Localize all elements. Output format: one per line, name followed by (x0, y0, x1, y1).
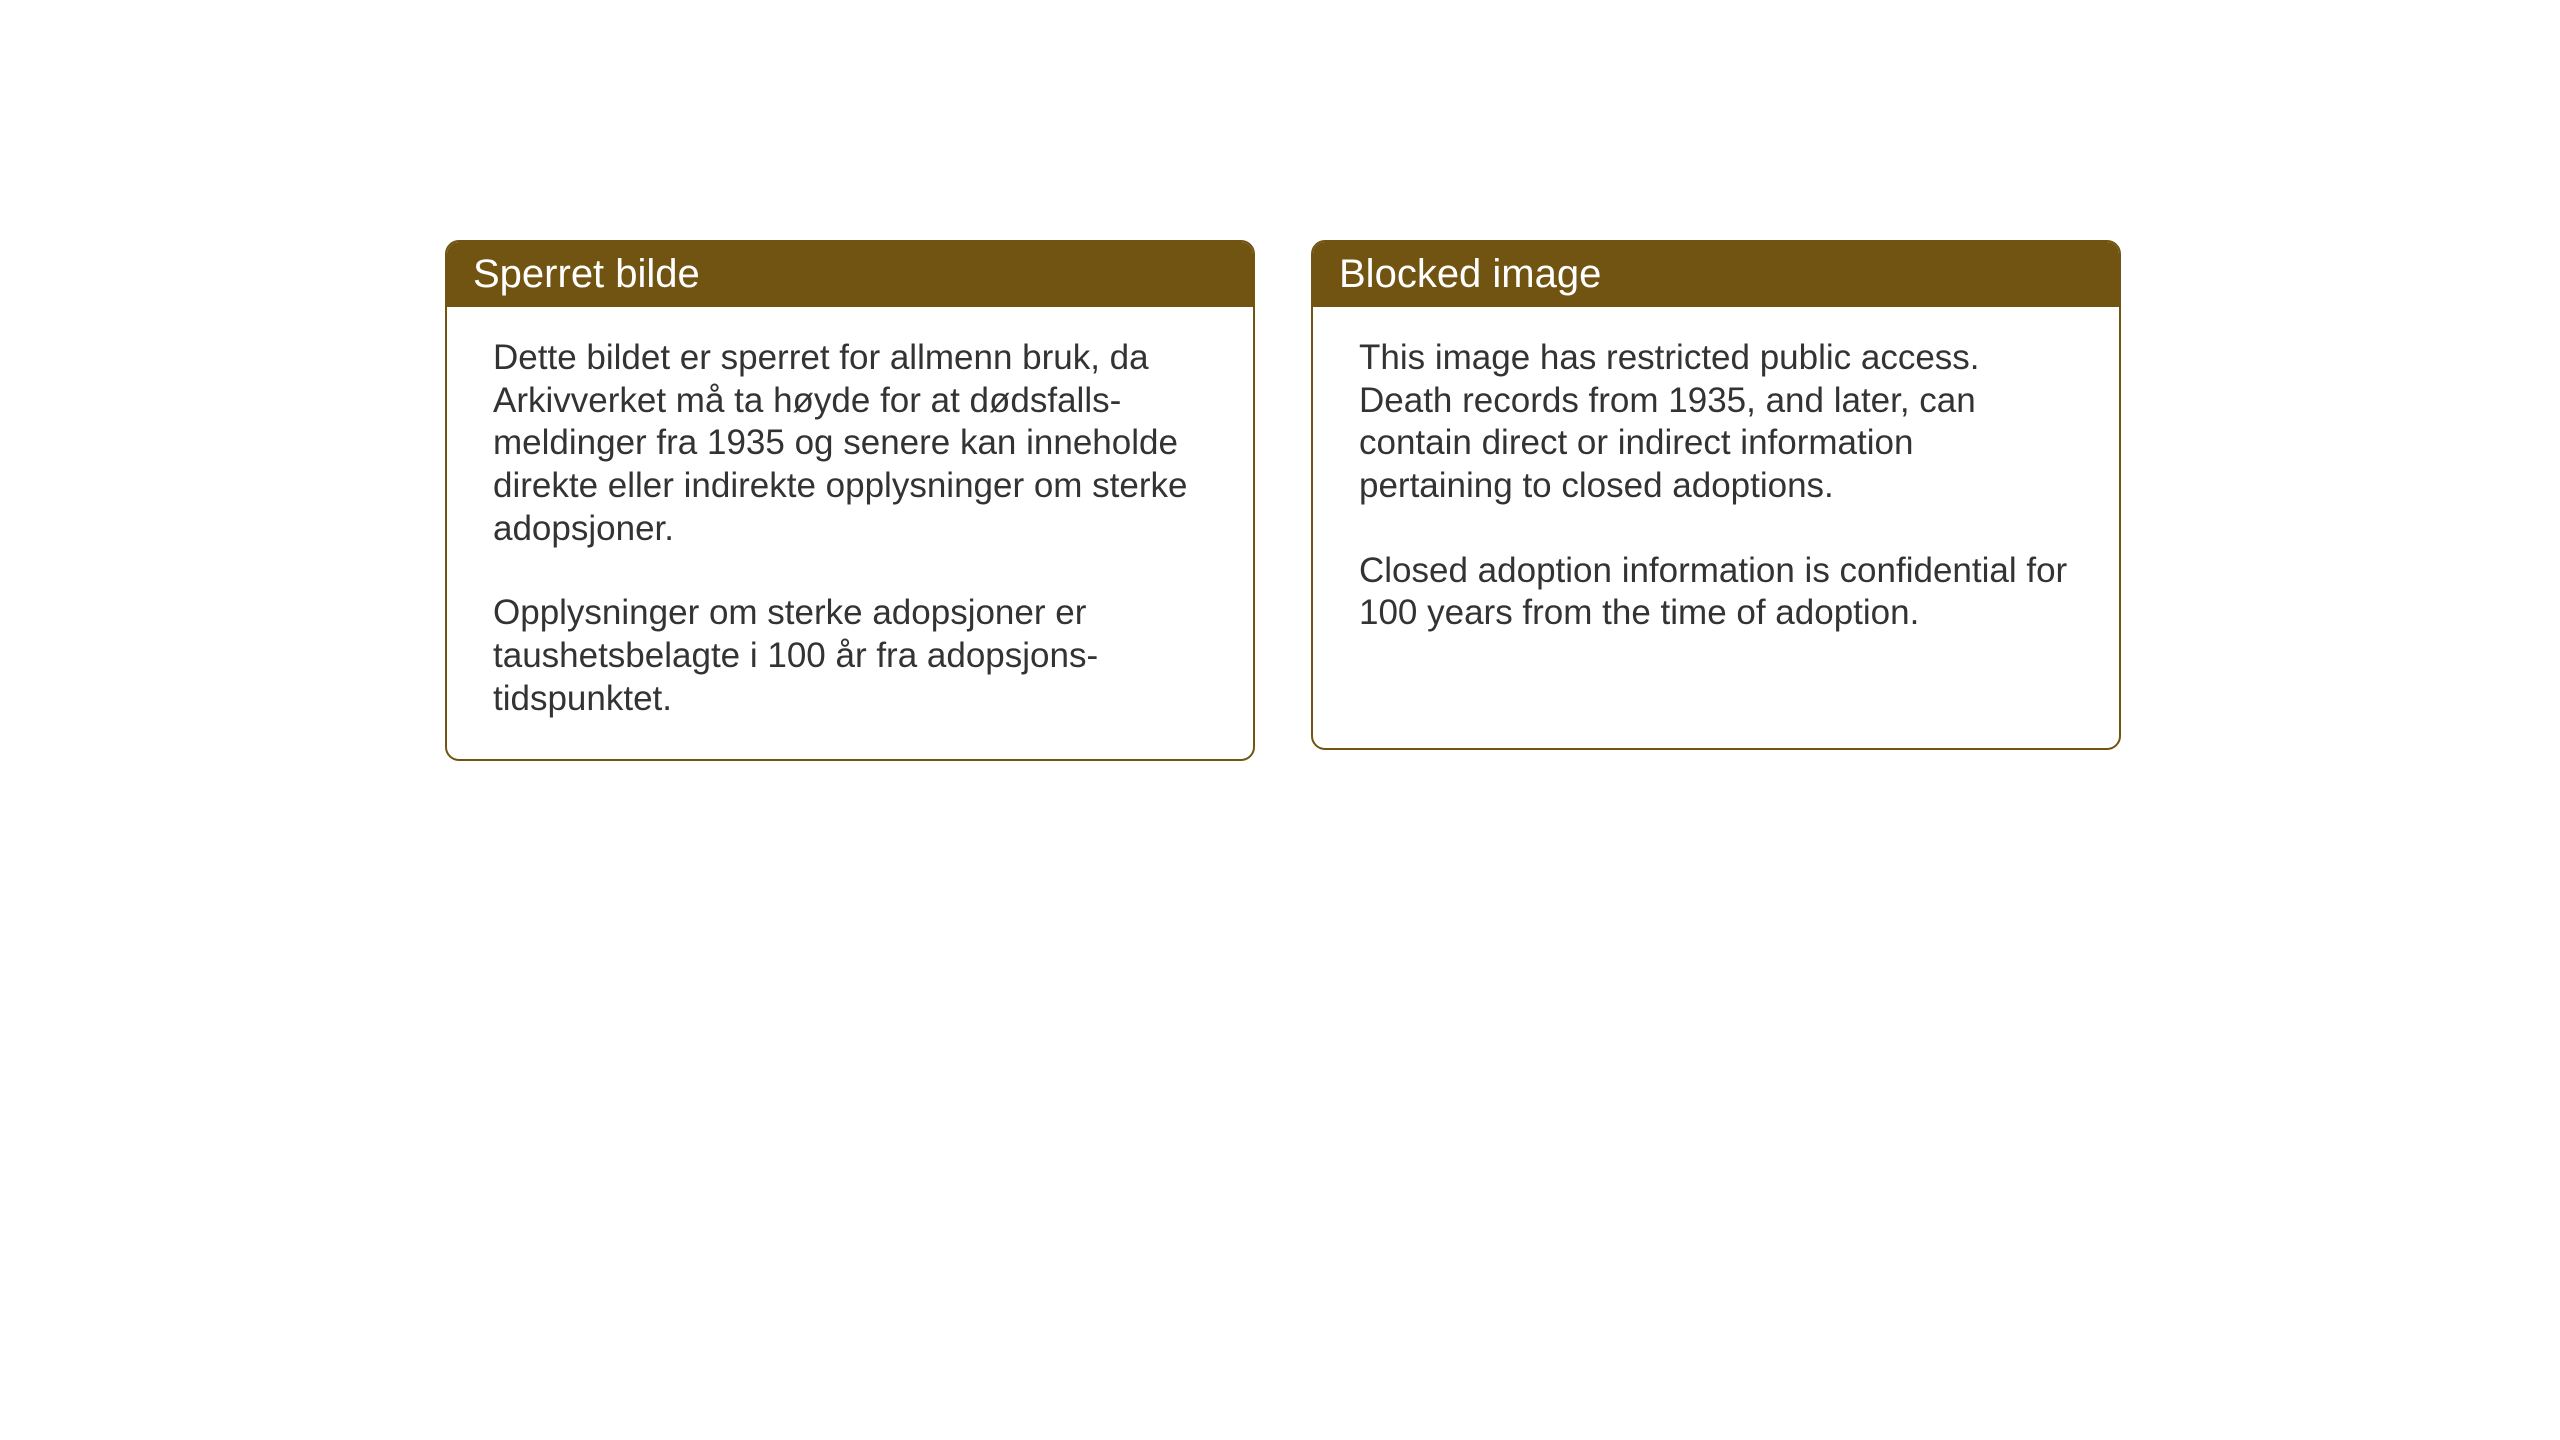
card-body-norwegian: Dette bildet er sperret for allmenn bruk… (447, 307, 1253, 759)
english-paragraph-1: This image has restricted public access.… (1359, 337, 2073, 508)
english-paragraph-2: Closed adoption information is confident… (1359, 550, 2073, 635)
notice-container: Sperret bilde Dette bildet er sperret fo… (445, 240, 2121, 761)
norwegian-paragraph-1: Dette bildet er sperret for allmenn bruk… (493, 337, 1207, 550)
norwegian-paragraph-2: Opplysninger om sterke adopsjoner er tau… (493, 592, 1207, 720)
card-header-norwegian: Sperret bilde (447, 242, 1253, 307)
card-header-english: Blocked image (1313, 242, 2119, 307)
blocked-image-card-english: Blocked image This image has restricted … (1311, 240, 2121, 750)
blocked-image-card-norwegian: Sperret bilde Dette bildet er sperret fo… (445, 240, 1255, 761)
card-body-english: This image has restricted public access.… (1313, 307, 2119, 673)
